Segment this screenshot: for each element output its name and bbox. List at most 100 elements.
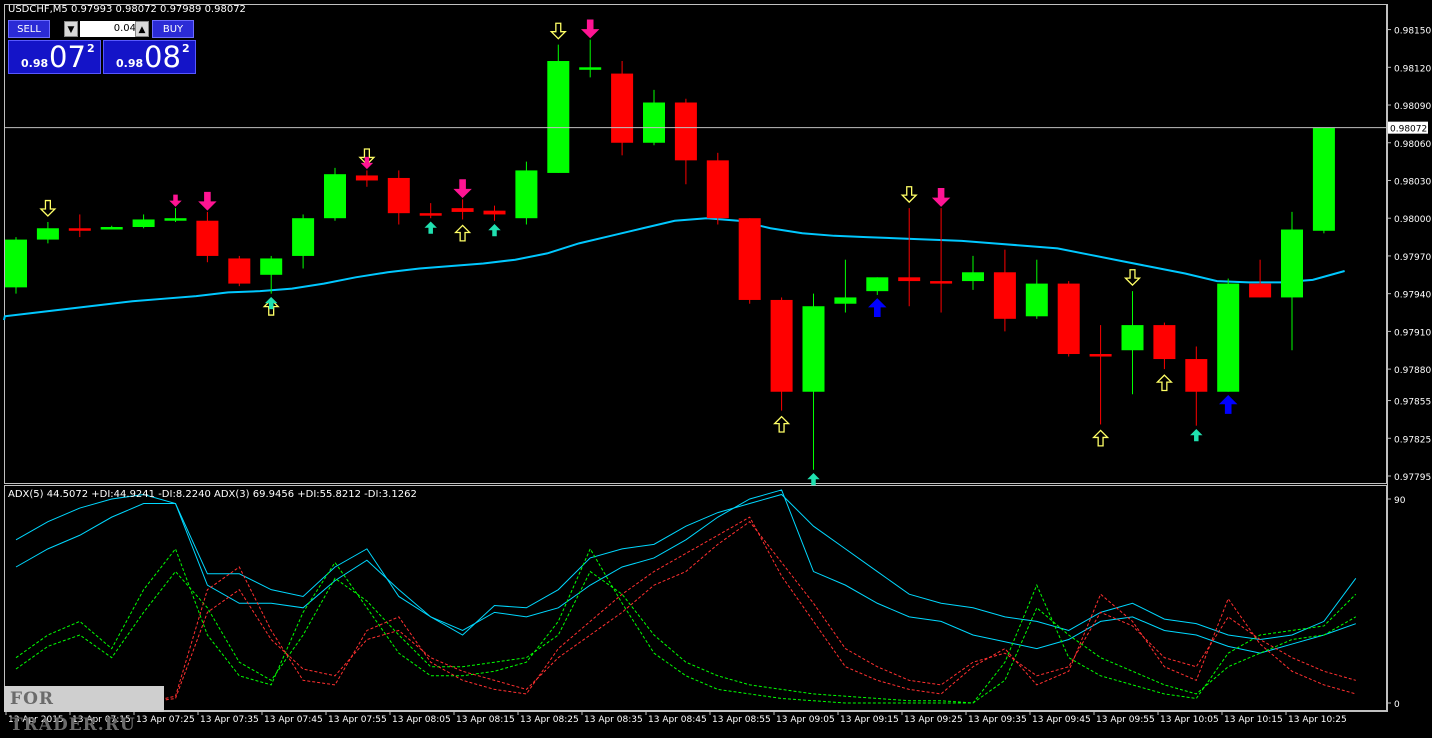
lot-size-input[interactable]: 0.04	[80, 21, 140, 37]
candle-body	[36, 228, 59, 240]
buy-arrow-small-icon	[807, 473, 820, 486]
price-tick-label: 0.98090	[1394, 102, 1431, 112]
candle	[68, 214, 91, 238]
candle	[1057, 281, 1080, 357]
time-label: 13 Apr 08:45	[648, 715, 707, 725]
hollow-down-arrow-icon	[900, 186, 918, 204]
candle-body	[260, 258, 283, 275]
candle-body	[483, 210, 506, 215]
time-label: 13 Apr 07:45	[264, 715, 323, 725]
price-tick-label: 0.97855	[1394, 398, 1431, 408]
candle-body	[1121, 325, 1144, 351]
buy-arrow-small-icon	[264, 296, 278, 310]
price-tick-label: 0.97825	[1394, 435, 1431, 445]
candle	[802, 293, 825, 470]
buy-price-prefix: 0.98	[116, 57, 144, 70]
time-label: 13 Apr 10:05	[1160, 715, 1219, 725]
time-label: 13 Apr 08:05	[392, 715, 451, 725]
time-label: 13 Apr 07:15	[72, 715, 131, 725]
buy-price-big: 08	[144, 40, 181, 74]
indicator-title: ADX(5) 44.5072 +DI:44.9241 -DI:8.2240 AD…	[8, 489, 417, 500]
candle-body	[643, 102, 665, 143]
current-price-label: 0.98072	[1390, 125, 1427, 135]
time-label: 13 Apr 09:05	[776, 715, 835, 725]
candle	[292, 214, 315, 269]
candle-body	[132, 219, 155, 228]
price-tick-label: 0.97970	[1394, 253, 1431, 263]
time-label: 13 Apr 09:35	[968, 715, 1027, 725]
lot-decrease-button[interactable]: ▼	[64, 21, 78, 37]
time-label: 13 Apr 10:15	[1224, 715, 1283, 725]
moving-average	[3, 217, 1345, 321]
sell-price-big: 07	[49, 40, 86, 74]
candle-body	[802, 306, 825, 392]
candle	[419, 203, 442, 219]
price-axis: 0.98150 0.98120 0.98090 0.98060 0.98030 0.980…	[1387, 27, 1431, 483]
sell-button[interactable]: SELL	[8, 20, 50, 38]
candle	[196, 211, 219, 263]
hollow-up-arrow-icon	[773, 415, 791, 433]
lot-increase-button[interactable]: ▲	[135, 21, 149, 37]
candle	[515, 161, 538, 225]
candle	[132, 214, 155, 229]
time-label: 13 Apr 09:15	[840, 715, 899, 725]
time-label: 13 Apr 08:15	[456, 715, 515, 725]
current-price-line: 0.98072	[4, 121, 1428, 135]
candle-body	[1249, 283, 1272, 298]
candle-body	[68, 228, 91, 231]
time-label: 13 Apr 09:45	[1032, 715, 1091, 725]
sell-price-sup: 2	[87, 42, 95, 55]
sell-price-button[interactable]: 0.98 07 2	[8, 40, 101, 74]
candle-body	[898, 277, 921, 282]
hollow-down-arrow-icon	[358, 148, 376, 166]
time-label: 13 Apr 09:55	[1096, 715, 1155, 725]
candle	[1312, 127, 1335, 234]
candle-body	[100, 227, 123, 230]
price-tick-label: 0.98150	[1394, 27, 1431, 37]
candle	[611, 61, 634, 156]
candle	[738, 218, 761, 304]
symbol-title: USDCHF,M5 0.97993 0.98072 0.97989 0.9807…	[8, 4, 246, 15]
candle-body	[866, 277, 889, 292]
time-axis-labels: 13 Apr 2015 13 Apr 07:15 13 Apr 07:25 13 Ap…	[5, 711, 1347, 725]
hollow-up-arrow-icon	[454, 224, 472, 242]
adx-lines	[15, 489, 1357, 704]
candle-body	[292, 218, 315, 256]
buy-arrow-small-icon	[424, 221, 437, 234]
buy-arrow-icon	[1218, 395, 1238, 414]
time-label: 13 Apr 09:25	[904, 715, 963, 725]
time-label: 13 Apr 07:35	[200, 715, 259, 725]
sell-arrow-icon	[453, 179, 472, 199]
candle	[1249, 259, 1272, 298]
time-label: 13 Apr 07:55	[328, 715, 387, 725]
price-tick-label: 0.98030	[1394, 177, 1431, 187]
candle-body	[770, 299, 793, 392]
candle-body	[1185, 359, 1208, 392]
sell-arrow-small-icon	[360, 156, 374, 170]
candle	[483, 205, 506, 221]
time-label: 13 Apr 08:35	[584, 715, 643, 725]
buy-button[interactable]: BUY	[152, 20, 194, 38]
candle	[355, 170, 378, 187]
hollow-down-arrow-icon	[549, 22, 567, 40]
candle	[1281, 211, 1303, 351]
candle-body	[515, 170, 538, 219]
candle	[898, 208, 921, 307]
sell-arrow-small-icon	[169, 194, 182, 207]
adx-series-line	[15, 570, 1357, 704]
candle	[993, 249, 1016, 332]
candle-body	[196, 220, 219, 256]
candle	[834, 259, 857, 313]
candle	[1121, 291, 1144, 395]
candle	[930, 208, 953, 313]
candle	[770, 297, 793, 411]
candle-body	[387, 177, 410, 214]
buy-price-button[interactable]: 0.98 08 2	[103, 40, 196, 74]
sell-arrow-icon	[580, 19, 600, 39]
signal-arrows	[39, 19, 1238, 486]
candle-body	[419, 213, 442, 216]
adx-series-line	[15, 489, 1356, 654]
buy-arrow-small-icon	[488, 224, 501, 237]
sell-arrow-icon	[198, 191, 217, 211]
